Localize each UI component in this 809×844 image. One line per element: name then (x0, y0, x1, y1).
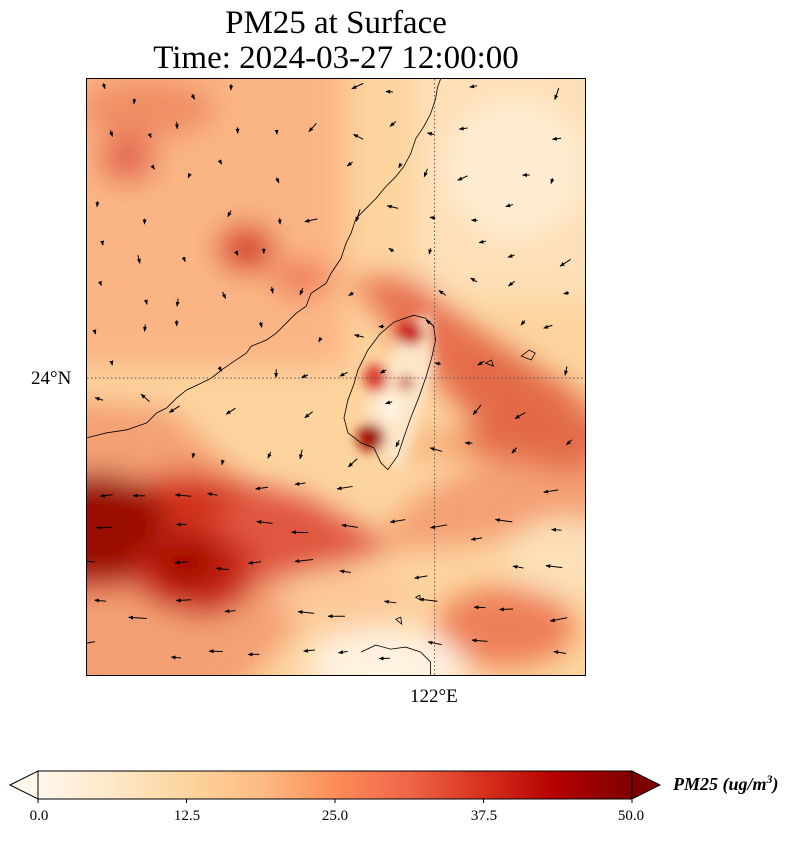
pm25-map-panel (86, 78, 586, 676)
longitude-tick-label: 122°E (410, 686, 458, 708)
wind-vector (177, 122, 178, 129)
map-time-subtitle: Time: 2024-03-27 12:00:00 (86, 41, 586, 75)
colorbar-tick-3: 37.5 (471, 808, 497, 825)
colorbar-tick-2: 25.0 (322, 808, 348, 825)
colorbar-tick-1: 12.5 (174, 808, 200, 825)
colorbar-tick-0: 0.0 (30, 808, 49, 825)
map-title: PM25 at Surface (86, 6, 586, 40)
colorbar-bar (38, 771, 632, 799)
colorbar-min-extend (10, 771, 38, 799)
colorbar-ticks (38, 799, 632, 803)
wind-vector (552, 529, 562, 530)
colorbar-label: PM25 (ug/m3) (673, 772, 779, 795)
wind-vector (102, 241, 103, 245)
latitude-tick-label: 24°N (31, 368, 71, 390)
wind-vector (145, 324, 146, 331)
wind-vector (112, 362, 113, 365)
wind-vector (134, 99, 135, 104)
pm25-field-plot (87, 79, 585, 675)
wind-vector (280, 218, 281, 224)
colorbar-tick-4: 50.0 (618, 808, 644, 825)
colorbar-max-extend (632, 771, 660, 799)
wind-vector (97, 201, 98, 207)
